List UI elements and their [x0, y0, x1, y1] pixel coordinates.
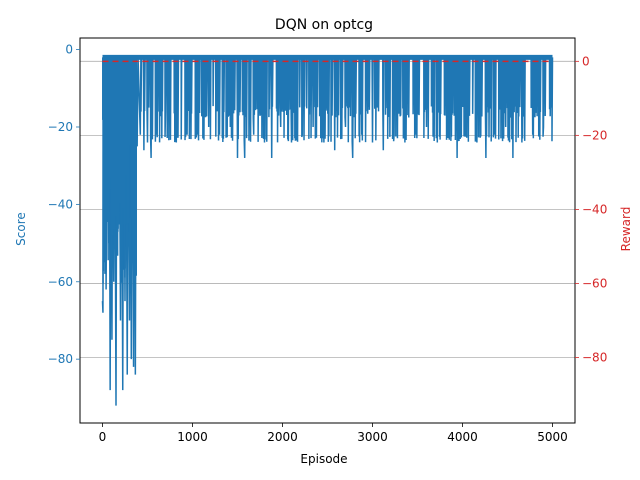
y-left-tick-label: −80 — [48, 352, 73, 366]
y-right-tick-label: 0 — [582, 54, 590, 68]
x-axis-label: Episode — [300, 452, 347, 466]
y-right-tick-label: −20 — [582, 128, 607, 142]
y-axis-left-label: Score — [14, 212, 28, 246]
series-layer — [101, 54, 554, 406]
y-right-tick-label: −80 — [582, 350, 607, 364]
x-tick-label: 5000 — [537, 430, 568, 444]
x-tick-label: 0 — [99, 430, 107, 444]
y-left-tick-label: −40 — [48, 197, 73, 211]
y-left-tick-label: −60 — [48, 275, 73, 289]
y-right-tick-label: −60 — [582, 276, 607, 290]
y-left-tick-label: −20 — [48, 120, 73, 134]
x-tick-label: 1000 — [177, 430, 208, 444]
y-axis-right-ticks: 0 −20 −40 −60 −80 — [575, 54, 607, 364]
y-axis-right-label: Reward — [619, 207, 633, 252]
score-series-line — [101, 56, 554, 406]
plot-frame — [79, 37, 576, 424]
score-series-early-block — [102, 57, 138, 288]
y-axis-left-ticks: 0 −20 −40 −60 −80 — [48, 43, 80, 366]
y-left-tick-label: 0 — [65, 43, 73, 57]
chart-title: DQN on optcg — [275, 17, 373, 33]
x-tick-label: 2000 — [267, 430, 298, 444]
x-tick-label: 4000 — [447, 430, 478, 444]
y-right-tick-label: −40 — [582, 202, 607, 216]
x-tick-label: 3000 — [357, 430, 388, 444]
x-axis-ticks: 0 1000 2000 3000 4000 5000 — [99, 423, 568, 444]
